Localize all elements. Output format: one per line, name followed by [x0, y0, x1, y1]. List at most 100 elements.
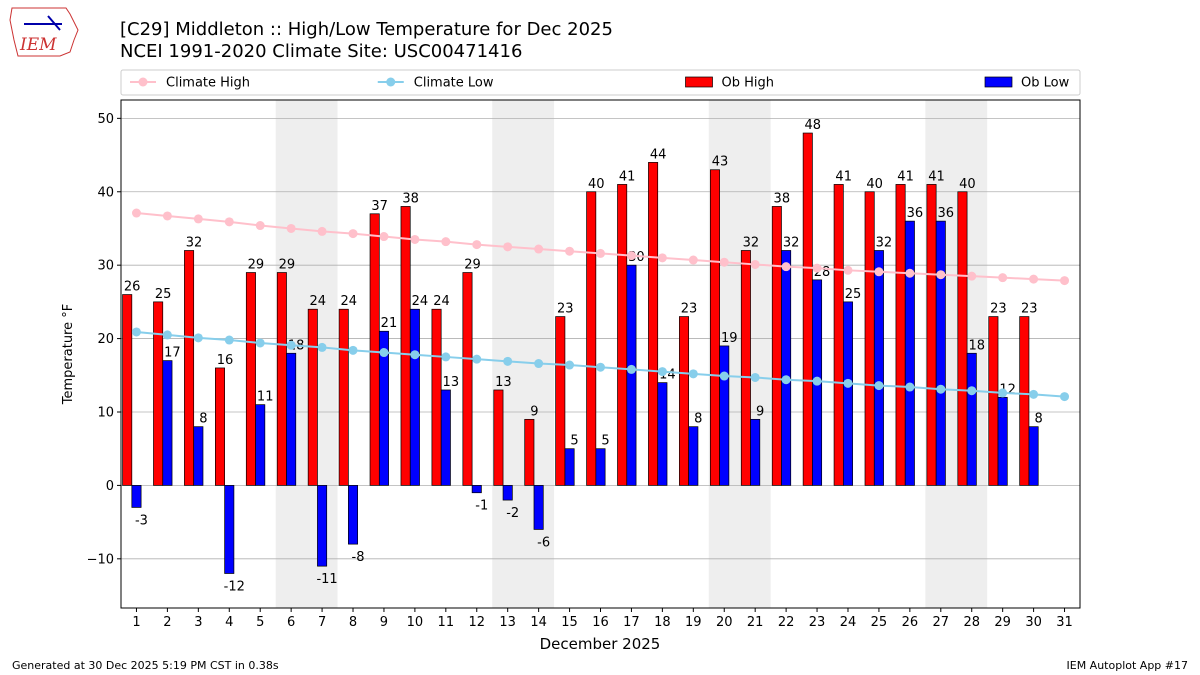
- bar: [131, 485, 142, 508]
- point: [503, 242, 513, 252]
- bar: [184, 250, 195, 486]
- bar: [1019, 316, 1030, 486]
- legend-marker: [386, 77, 396, 87]
- point: [843, 378, 853, 388]
- point: [286, 223, 296, 233]
- point: [255, 221, 265, 231]
- data-label: 26: [124, 280, 141, 295]
- point: [472, 240, 482, 250]
- point: [131, 327, 141, 337]
- logo: IEM: [9, 7, 79, 57]
- data-label: 25: [155, 287, 172, 302]
- x-tick-label: 10: [407, 615, 424, 630]
- bar: [657, 382, 668, 486]
- legend-box: [120, 69, 1081, 96]
- x-tick-label: 1: [132, 615, 140, 630]
- data-label: 21: [381, 316, 398, 331]
- x-tick-label: 12: [468, 615, 485, 630]
- point: [224, 335, 234, 345]
- data-label: 8: [1034, 412, 1042, 427]
- point: [317, 226, 327, 236]
- bar: [935, 220, 946, 486]
- bar: [997, 396, 1008, 486]
- bar: [555, 316, 566, 486]
- x-tick-label: 3: [194, 615, 202, 630]
- x-tick-label: 21: [747, 615, 764, 630]
- data-label: 25: [845, 287, 862, 302]
- bar: [307, 308, 318, 486]
- data-label: 23: [681, 302, 698, 317]
- data-label: 29: [248, 258, 265, 273]
- bar: [595, 448, 606, 486]
- x-tick-label: 24: [840, 615, 857, 630]
- bar: [153, 301, 164, 486]
- bar: [409, 308, 420, 486]
- data-label: 24: [340, 294, 357, 309]
- bar: [524, 418, 535, 486]
- data-label: -1: [475, 499, 488, 514]
- point: [843, 265, 853, 275]
- y-axis-label: Temperature °F: [61, 304, 76, 405]
- x-tick-label: 13: [499, 615, 516, 630]
- data-label: 32: [186, 235, 203, 250]
- data-label: 37: [371, 199, 388, 214]
- data-label: 23: [990, 302, 1007, 317]
- bar: [988, 316, 999, 486]
- y-tick-label: 0: [106, 479, 114, 494]
- bar: [679, 316, 690, 486]
- x-tick-label: 11: [438, 615, 455, 630]
- x-tick-label: 15: [561, 615, 578, 630]
- bar: [431, 308, 442, 486]
- point: [936, 384, 946, 394]
- bar: [462, 272, 473, 486]
- data-label: 32: [783, 235, 800, 250]
- data-label: 40: [866, 177, 883, 192]
- data-label: 17: [164, 346, 181, 361]
- bar: [802, 132, 813, 486]
- bar: [833, 184, 844, 486]
- bar: [719, 345, 730, 486]
- y-tick-label: 30: [97, 259, 114, 274]
- point: [688, 255, 698, 265]
- data-label: 41: [835, 169, 852, 184]
- data-label: 36: [938, 206, 955, 221]
- bar: [781, 250, 792, 486]
- data-label: 40: [959, 177, 976, 192]
- point: [812, 263, 822, 273]
- point: [193, 333, 203, 343]
- bar: [1028, 426, 1039, 486]
- data-label: -12: [224, 579, 245, 594]
- point: [781, 262, 791, 272]
- point: [596, 248, 605, 258]
- point: [255, 338, 265, 348]
- point: [410, 350, 420, 360]
- data-label: 9: [530, 404, 538, 419]
- bar: [348, 485, 359, 545]
- legend-marker: [138, 77, 148, 87]
- point: [626, 251, 636, 261]
- bar: [286, 352, 297, 486]
- point: [1060, 392, 1070, 402]
- bar: [626, 264, 637, 486]
- data-label: -6: [537, 535, 550, 550]
- data-label: -11: [316, 572, 337, 587]
- data-label: 24: [433, 294, 450, 309]
- x-tick-label: 26: [902, 615, 919, 630]
- line: [136, 212, 1065, 282]
- bar: [771, 206, 782, 486]
- point: [657, 367, 667, 377]
- data-label: 32: [876, 235, 893, 250]
- bar: [864, 191, 875, 486]
- x-tick-label: 20: [716, 615, 733, 630]
- point: [503, 356, 513, 366]
- bar: [369, 213, 380, 486]
- data-label: 8: [694, 412, 702, 427]
- x-tick-label: 9: [380, 615, 388, 630]
- data-label: 29: [279, 258, 296, 273]
- point: [1029, 389, 1039, 399]
- x-tick-label: 16: [592, 615, 609, 630]
- data-label: 24: [310, 294, 327, 309]
- x-tick-label: 29: [994, 615, 1011, 630]
- point: [348, 229, 358, 239]
